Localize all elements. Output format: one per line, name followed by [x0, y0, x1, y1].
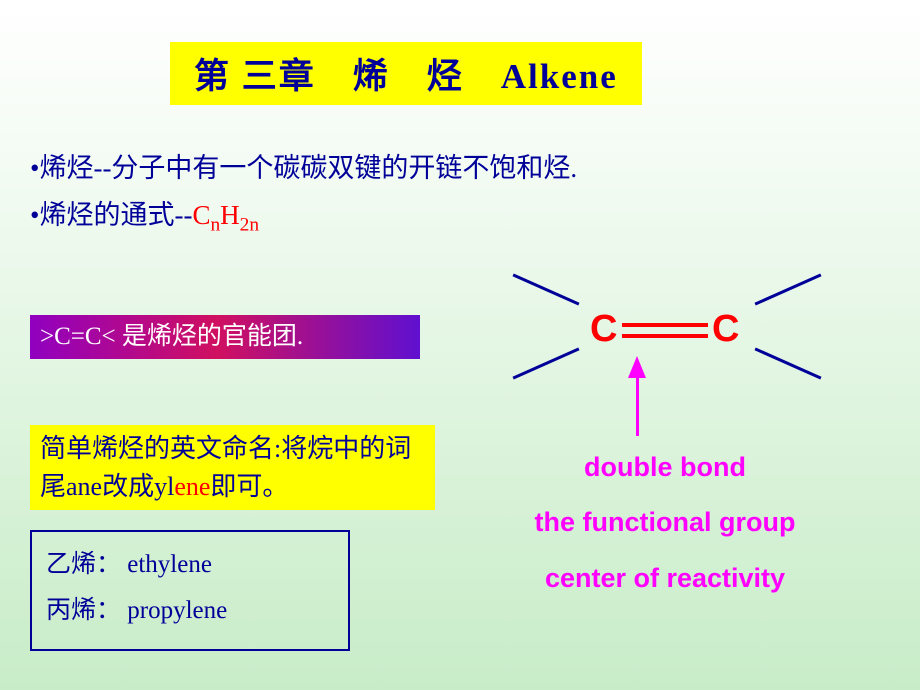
label-double-bond: double bond	[420, 440, 910, 495]
arrow-head	[628, 356, 646, 378]
example-ethylene: 乙烯： ethylene	[46, 542, 334, 588]
example-propylene: 丙烯： propylene	[46, 588, 334, 634]
arrow-icon	[628, 356, 658, 436]
formula-n: n	[210, 215, 220, 236]
chapter-title: 第 三章 烯 烃 Alkene	[170, 42, 642, 105]
double-bond-diagram: C C	[490, 270, 860, 400]
bond-upper-right	[755, 273, 822, 305]
arrow-stem	[636, 378, 639, 436]
formula-2n: 2n	[240, 215, 259, 236]
naming-rule-box: 简单烯烃的英文命名:将烷中的词尾ane改成ylene即可。	[30, 425, 435, 510]
formula: CnH2n	[192, 200, 259, 230]
bond-upper-left	[513, 273, 580, 305]
double-bond-bottom	[622, 334, 708, 338]
formula-c: C	[192, 200, 210, 230]
examples-box: 乙烯： ethylene 丙烯： propylene	[30, 530, 350, 651]
diagram-labels: double bond the functional group center …	[420, 440, 910, 606]
naming-highlight: ene	[174, 472, 210, 501]
bond-lower-right	[755, 347, 822, 379]
bullet-2: •烯烃的通式--CnH2n	[30, 192, 577, 242]
functional-group-box: >C=C< 是烯烃的官能团.	[30, 315, 420, 359]
bullet-list: •烯烃--分子中有一个碳碳双键的开链不饱和烃. •烯烃的通式--CnH2n	[30, 145, 577, 243]
formula-h: H	[220, 200, 240, 230]
bond-lower-left	[513, 347, 580, 379]
double-bond-top	[622, 323, 708, 327]
label-functional-group: the functional group	[420, 495, 910, 550]
carbon-right: C	[712, 308, 739, 351]
label-center-reactivity: center of reactivity	[420, 551, 910, 606]
carbon-left: C	[590, 308, 617, 351]
naming-text-2: 即可。	[210, 472, 288, 501]
bullet-2-prefix: •烯烃的通式--	[30, 200, 192, 230]
bullet-1: •烯烃--分子中有一个碳碳双键的开链不饱和烃.	[30, 145, 577, 192]
